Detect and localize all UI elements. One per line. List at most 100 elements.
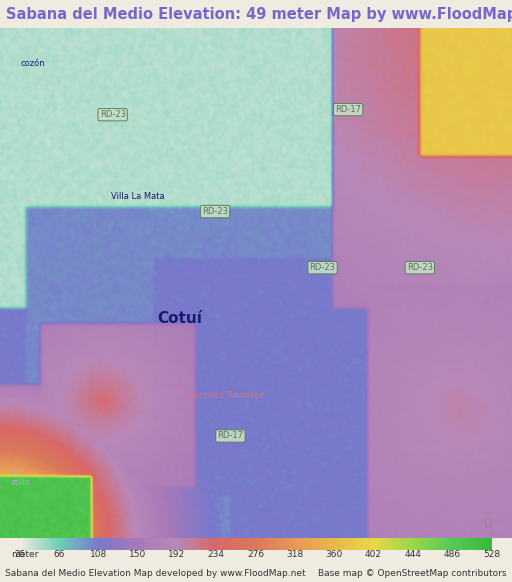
Bar xyxy=(270,538,271,550)
Bar xyxy=(134,538,135,550)
Bar xyxy=(120,538,122,550)
Bar xyxy=(360,538,361,550)
Bar xyxy=(77,538,78,550)
Bar xyxy=(328,538,329,550)
Bar xyxy=(227,538,228,550)
Bar xyxy=(242,538,244,550)
Bar xyxy=(36,538,37,550)
Bar xyxy=(278,538,279,550)
Bar xyxy=(218,538,219,550)
Bar xyxy=(450,538,451,550)
Bar xyxy=(109,538,110,550)
Bar xyxy=(232,538,233,550)
Text: 192: 192 xyxy=(168,550,185,559)
Bar xyxy=(345,538,346,550)
Bar xyxy=(39,538,41,550)
Bar xyxy=(398,538,400,550)
Bar xyxy=(363,538,365,550)
Bar xyxy=(290,538,291,550)
Bar xyxy=(448,538,450,550)
Bar xyxy=(465,538,466,550)
Bar xyxy=(186,538,187,550)
Bar xyxy=(46,538,47,550)
Text: 66: 66 xyxy=(53,550,65,559)
Bar xyxy=(430,538,431,550)
Bar xyxy=(251,538,253,550)
Bar xyxy=(191,538,193,550)
Bar xyxy=(421,538,422,550)
Bar xyxy=(417,538,418,550)
Bar xyxy=(400,538,401,550)
Bar xyxy=(358,538,359,550)
Bar xyxy=(169,538,170,550)
Bar xyxy=(287,538,288,550)
Bar xyxy=(455,538,456,550)
Bar xyxy=(229,538,230,550)
Bar xyxy=(481,538,482,550)
Bar xyxy=(141,538,143,550)
Bar xyxy=(101,538,102,550)
Bar xyxy=(475,538,476,550)
Bar xyxy=(473,538,475,550)
Bar xyxy=(224,538,225,550)
Bar xyxy=(265,538,266,550)
Bar xyxy=(54,538,55,550)
Bar xyxy=(78,538,80,550)
Bar xyxy=(126,538,127,550)
Bar xyxy=(405,538,407,550)
Bar xyxy=(381,538,382,550)
Bar xyxy=(195,538,197,550)
Bar xyxy=(451,538,452,550)
Bar xyxy=(304,538,305,550)
Bar xyxy=(329,538,330,550)
Bar xyxy=(396,538,397,550)
Bar xyxy=(143,538,144,550)
Bar xyxy=(72,538,73,550)
Bar xyxy=(216,538,218,550)
Bar xyxy=(183,538,185,550)
Bar xyxy=(317,538,318,550)
Bar xyxy=(257,538,258,550)
Bar xyxy=(271,538,272,550)
Bar xyxy=(144,538,145,550)
Bar xyxy=(153,538,155,550)
Bar xyxy=(51,538,52,550)
Text: RD-17: RD-17 xyxy=(335,105,361,114)
Bar xyxy=(220,538,222,550)
Bar xyxy=(391,538,392,550)
Text: 528: 528 xyxy=(483,550,500,559)
Bar xyxy=(201,538,202,550)
Bar xyxy=(68,538,69,550)
Bar xyxy=(23,538,24,550)
Bar xyxy=(409,538,410,550)
Bar xyxy=(52,538,54,550)
Bar xyxy=(119,538,120,550)
Bar xyxy=(248,538,249,550)
Bar xyxy=(486,538,487,550)
Bar xyxy=(439,538,440,550)
Bar xyxy=(164,538,165,550)
Bar xyxy=(102,538,103,550)
Bar xyxy=(82,538,84,550)
Bar xyxy=(207,538,208,550)
Bar xyxy=(214,538,215,550)
Bar xyxy=(292,538,293,550)
Bar xyxy=(468,538,469,550)
Bar xyxy=(117,538,118,550)
Bar xyxy=(69,538,71,550)
Bar xyxy=(388,538,389,550)
Text: RD-23: RD-23 xyxy=(202,207,228,216)
Bar xyxy=(276,538,278,550)
Bar xyxy=(291,538,292,550)
Bar xyxy=(90,538,92,550)
Bar xyxy=(422,538,423,550)
Bar xyxy=(139,538,140,550)
Bar xyxy=(115,538,117,550)
Bar xyxy=(375,538,376,550)
Bar xyxy=(308,538,309,550)
Bar xyxy=(442,538,443,550)
Bar xyxy=(161,538,162,550)
Bar xyxy=(349,538,350,550)
Bar xyxy=(236,538,237,550)
Bar xyxy=(459,538,460,550)
